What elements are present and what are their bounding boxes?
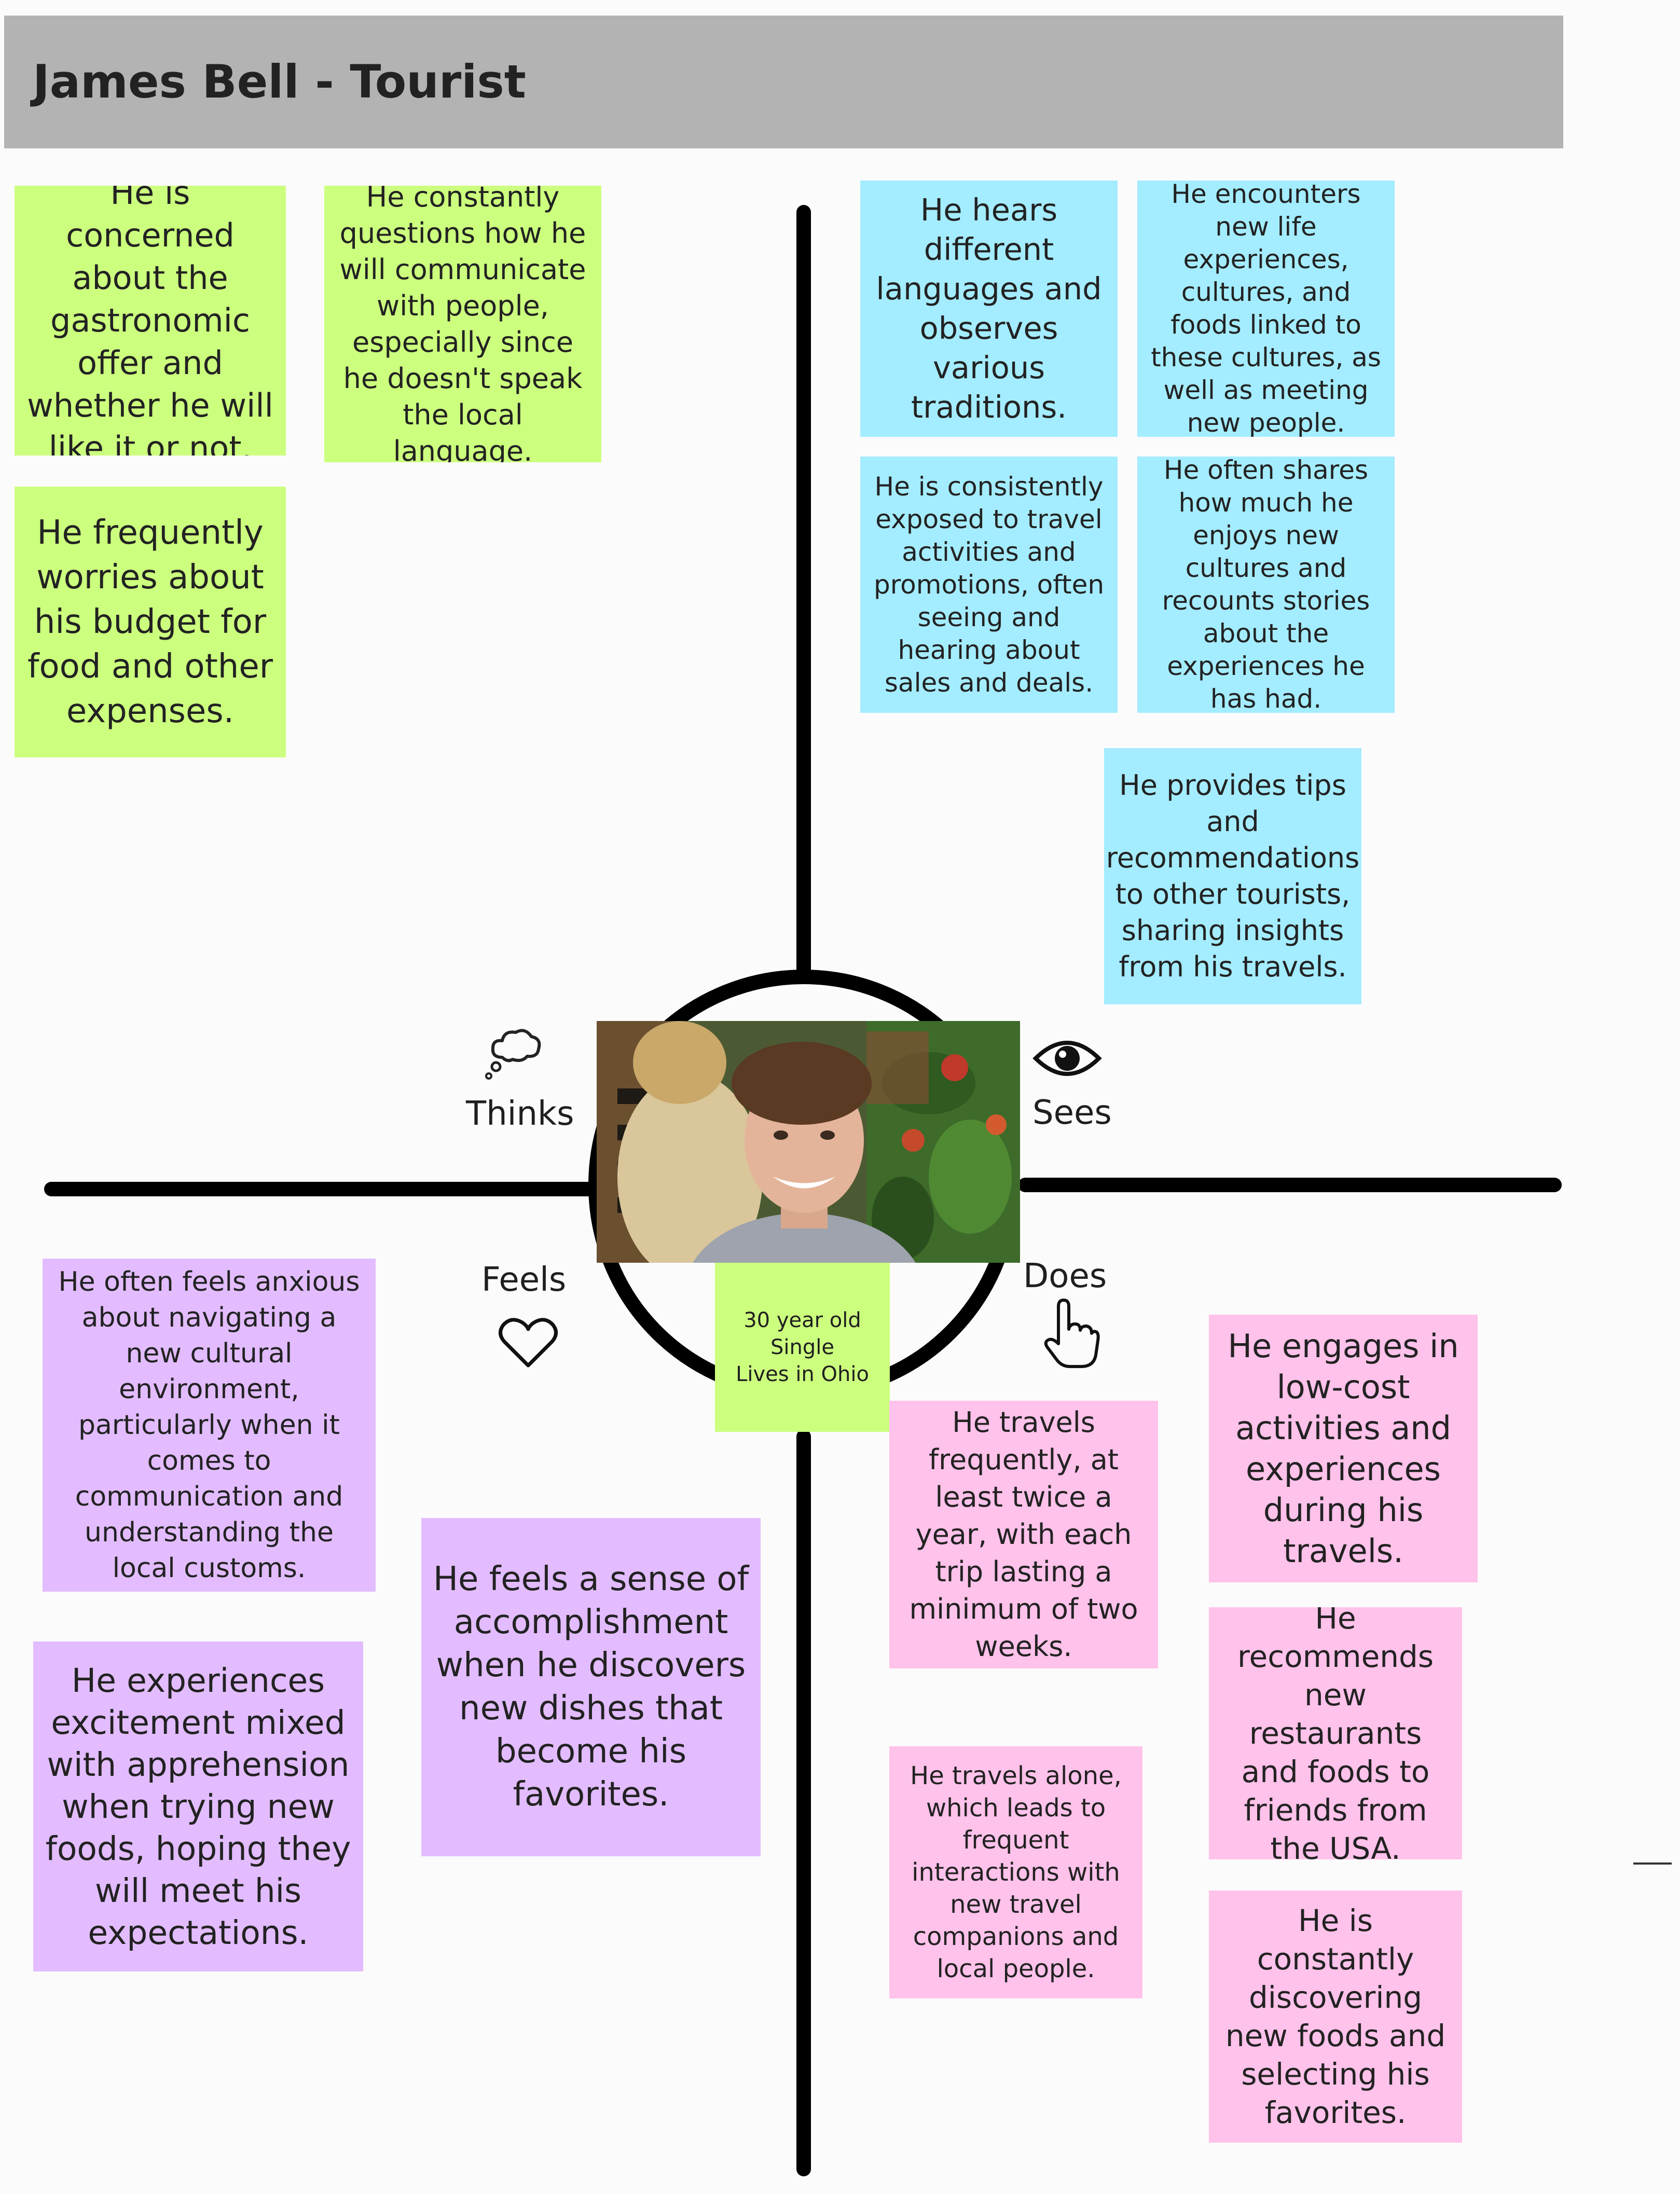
quadrant-label-thinks: Thinks — [466, 1095, 574, 1133]
heart-icon — [499, 1318, 558, 1368]
edge-dash — [1633, 1862, 1672, 1865]
note-sees-promotions: He is consistently exposed to travel act… — [860, 457, 1118, 713]
thought-bubble-icon — [485, 1029, 541, 1080]
header-bar: James Bell - Tourist — [4, 16, 1563, 148]
note-does-travels-alone: He travels alone, which leads to frequen… — [889, 1746, 1142, 1998]
quadrant-label-feels: Feels — [481, 1261, 567, 1299]
quadrant-label-does: Does — [1023, 1257, 1107, 1295]
note-sees-shares: He often shares how much he enjoys new c… — [1137, 457, 1395, 713]
horizontal-axis-right — [1018, 1178, 1562, 1192]
page-title: James Bell - Tourist — [33, 55, 526, 108]
quadrant-label-sees: Sees — [1032, 1094, 1112, 1132]
profile-age: 30 year old — [743, 1308, 861, 1332]
note-sees-tips: He provides tips and recommendations to … — [1104, 748, 1361, 1004]
horizontal-axis-left — [44, 1182, 604, 1196]
note-thinks-gastronomy: He is concerned about the gastronomic of… — [15, 186, 286, 456]
note-does-travels-frequently: He travels frequently, at least twice a … — [889, 1401, 1158, 1668]
note-does-low-cost: He engages in low-cost activities and ex… — [1209, 1315, 1478, 1582]
vertical-axis-bottom — [796, 1429, 811, 2176]
vertical-axis-top — [796, 205, 811, 983]
note-thinks-communication: He constantly questions how he will comm… — [324, 186, 601, 462]
note-feels-anxious: He often feels anxious about navigating … — [43, 1259, 376, 1592]
note-does-discovering: He is constantly discovering new foods a… — [1209, 1891, 1462, 2143]
note-sees-experiences: He encounters new life experiences, cult… — [1137, 181, 1395, 437]
note-sees-languages: He hears different languages and observe… — [860, 181, 1118, 437]
pointing-hand-icon — [1044, 1299, 1100, 1368]
profile-location: Lives in Ohio — [736, 1362, 869, 1386]
note-feels-accomplishment: He feels a sense of accomplishment when … — [421, 1518, 761, 1856]
eye-icon — [1032, 1041, 1102, 1076]
profile-info: 30 year old Single Lives in Ohio — [715, 1263, 890, 1432]
note-thinks-budget: He frequently worries about his budget f… — [15, 487, 286, 757]
persona-photo — [597, 1021, 1020, 1263]
note-does-recommends: He recommends new restaurants and foods … — [1209, 1607, 1462, 1859]
profile-status: Single — [770, 1335, 834, 1359]
note-feels-excitement: He experiences excitement mixed with app… — [33, 1641, 363, 1971]
